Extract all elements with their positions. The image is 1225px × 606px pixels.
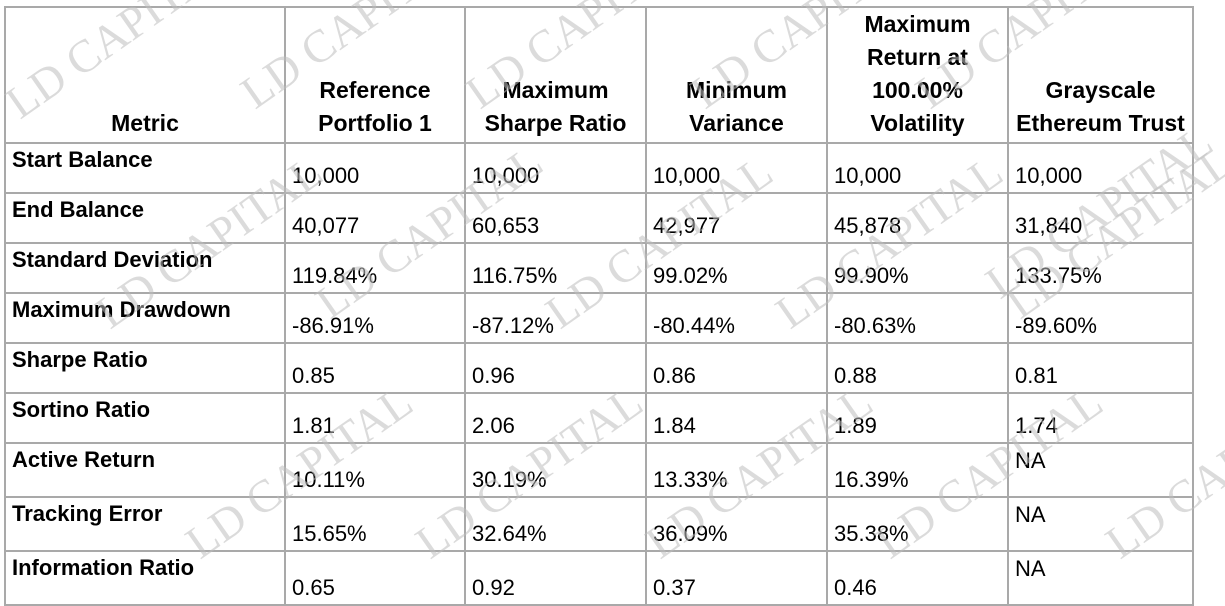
- metric-value: 13.33%: [645, 442, 828, 498]
- metric-label: Standard Deviation: [4, 242, 286, 294]
- metric-value: 0.85: [284, 342, 466, 394]
- metric-value: 10,000: [826, 142, 1009, 194]
- metric-value: 0.86: [645, 342, 828, 394]
- table-row: Standard Deviation 119.84% 116.75% 99.02% 99…: [4, 242, 1194, 294]
- metric-value: 0.88: [826, 342, 1009, 394]
- metric-label: Active Return: [4, 442, 286, 498]
- table-row: Tracking Error 15.65% 32.64% 36.09% 35.38% NA: [4, 496, 1194, 552]
- table-row: Sortino Ratio 1.81 2.06 1.84 1.89 1.74: [4, 392, 1194, 444]
- metric-value: 1.89: [826, 392, 1009, 444]
- header-reference-portfolio-1: Reference Portfolio 1: [284, 6, 466, 144]
- table-row: Information Ratio 0.65 0.92 0.37 0.46 NA: [4, 550, 1194, 606]
- metric-value: 10.11%: [284, 442, 466, 498]
- header-minimum-variance: Minimum Variance: [645, 6, 828, 144]
- metric-value: 42,977: [645, 192, 828, 244]
- metrics-table: Metric Reference Portfolio 1 Maximum Sha…: [4, 6, 1194, 606]
- metric-label: Start Balance: [4, 142, 286, 194]
- metric-value: 35.38%: [826, 496, 1009, 552]
- metric-value: 0.96: [464, 342, 647, 394]
- metric-value: 0.81: [1007, 342, 1194, 394]
- metric-value: 40,077: [284, 192, 466, 244]
- metric-value: 99.90%: [826, 242, 1009, 294]
- metric-value: 133.75%: [1007, 242, 1194, 294]
- metric-label: Sortino Ratio: [4, 392, 286, 444]
- metric-value: 10,000: [1007, 142, 1194, 194]
- metric-value: 0.37: [645, 550, 828, 606]
- metric-value: 10,000: [464, 142, 647, 194]
- metric-value: 0.92: [464, 550, 647, 606]
- metric-value: 10,000: [284, 142, 466, 194]
- table-row: Start Balance 10,000 10,000 10,000 10,000 10,…: [4, 142, 1194, 194]
- table-row: End Balance 40,077 60,653 42,977 45,878 31,84…: [4, 192, 1194, 244]
- metric-value: 45,878: [826, 192, 1009, 244]
- table-row: Maximum Drawdown -86.91% -87.12% -80.44% -80…: [4, 292, 1194, 344]
- metric-label: Information Ratio: [4, 550, 286, 606]
- metric-value: 2.06: [464, 392, 647, 444]
- metric-value: 0.46: [826, 550, 1009, 606]
- metric-value: 99.02%: [645, 242, 828, 294]
- metric-value: NA: [1007, 496, 1194, 552]
- metric-value: 16.39%: [826, 442, 1009, 498]
- header-maximum-return: Maximum Return at 100.00% Volatility: [826, 6, 1009, 144]
- metric-value: 1.74: [1007, 392, 1194, 444]
- metric-label: Tracking Error: [4, 496, 286, 552]
- metric-value: -80.44%: [645, 292, 828, 344]
- header-maximum-sharpe-ratio: Maximum Sharpe Ratio: [464, 6, 647, 144]
- metric-value: 119.84%: [284, 242, 466, 294]
- metric-value: -86.91%: [284, 292, 466, 344]
- table-row: Sharpe Ratio 0.85 0.96 0.86 0.88 0.81: [4, 342, 1194, 394]
- metric-value: 1.81: [284, 392, 466, 444]
- metric-value: NA: [1007, 442, 1194, 498]
- metric-label: End Balance: [4, 192, 286, 244]
- metric-value: 116.75%: [464, 242, 647, 294]
- metric-label: Maximum Drawdown: [4, 292, 286, 344]
- metric-value: 1.84: [645, 392, 828, 444]
- metric-value: -89.60%: [1007, 292, 1194, 344]
- metric-value: 15.65%: [284, 496, 466, 552]
- table-row: Active Return 10.11% 30.19% 13.33% 16.39% NA: [4, 442, 1194, 498]
- metric-value: 36.09%: [645, 496, 828, 552]
- metric-value: 30.19%: [464, 442, 647, 498]
- metric-label: Sharpe Ratio: [4, 342, 286, 394]
- metric-value: 0.65: [284, 550, 466, 606]
- header-row: Metric Reference Portfolio 1 Maximum Sha…: [4, 6, 1194, 144]
- metric-value: 32.64%: [464, 496, 647, 552]
- metric-value: 60,653: [464, 192, 647, 244]
- metric-value: 10,000: [645, 142, 828, 194]
- header-grayscale-ethereum-trust: Grayscale Ethereum Trust: [1007, 6, 1194, 144]
- metric-value: -80.63%: [826, 292, 1009, 344]
- header-metric: Metric: [4, 6, 286, 144]
- metric-value: -87.12%: [464, 292, 647, 344]
- metric-value: 31,840: [1007, 192, 1194, 244]
- metric-value: NA: [1007, 550, 1194, 606]
